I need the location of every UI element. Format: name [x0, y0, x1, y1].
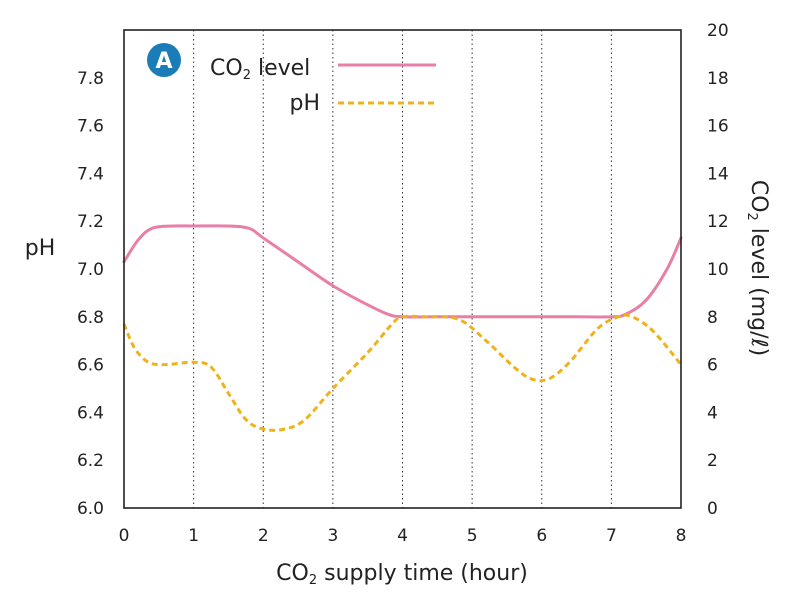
x-tick-label: 6: [536, 526, 547, 546]
y-left-tick-label: 6.6: [77, 356, 104, 376]
y-right-tick-label: 10: [707, 260, 729, 280]
y-left-axis-ticks: 6.0 6.2 6.4 6.6 6.8 7.0 7.2 7.4 7.6 7.8: [77, 69, 104, 519]
y-left-tick-label: 7.6: [77, 117, 104, 137]
badge-circle: [147, 43, 181, 77]
y-left-tick-label: 6.0: [77, 499, 104, 519]
y-left-axis-title: pH: [25, 236, 56, 261]
y-left-tick-label: 6.2: [77, 451, 104, 471]
series-layer: [122, 224, 683, 432]
plot-frame: [123, 29, 682, 509]
y-right-tick-label: 16: [707, 117, 729, 137]
legend: A CO2 level pH: [147, 43, 436, 116]
x-tick-label: 5: [467, 526, 478, 546]
y-left-tick-label: 7.2: [77, 212, 104, 232]
y-right-tick-label: 20: [707, 21, 729, 41]
x-tick-label: 8: [676, 526, 687, 546]
y-right-tick-label: 18: [707, 69, 729, 89]
y-right-axis-ticks: 0 2 4 6 8 10 12 14 16 18 20: [707, 21, 729, 519]
legend-label-ph: pH: [289, 91, 320, 116]
y-left-tick-label: 6.8: [77, 308, 104, 328]
series-line-co2-level: [122, 224, 683, 319]
y-right-tick-label: 8: [707, 308, 718, 328]
y-right-tick-label: 6: [707, 356, 718, 376]
y-right-tick-label: 0: [707, 499, 718, 519]
x-tick-label: 7: [606, 526, 617, 546]
y-left-tick-label: 7.4: [77, 164, 104, 184]
y-right-tick-label: 14: [707, 164, 729, 184]
grid-lines: [193, 30, 612, 508]
y-right-axis-title: CO2 level (mg/ℓ): [744, 180, 771, 356]
y-left-tick-label: 7.8: [77, 69, 104, 89]
y-right-tick-label: 12: [707, 212, 729, 232]
y-left-tick-label: 7.0: [77, 260, 104, 280]
badge-letter: A: [155, 49, 172, 74]
x-tick-label: 0: [119, 526, 130, 546]
x-tick-label: 2: [258, 526, 269, 546]
y-right-tick-label: 4: [707, 403, 718, 423]
x-tick-label: 1: [188, 526, 199, 546]
x-axis-ticks: 0 1 2 3 4 5 6 7 8: [119, 526, 687, 546]
y-right-tick-label: 2: [707, 451, 718, 471]
y-left-tick-label: 6.4: [77, 403, 104, 423]
x-axis-title: CO2 supply time (hour): [276, 561, 528, 588]
legend-label-co2: CO2 level: [210, 56, 310, 83]
x-tick-label: 4: [397, 526, 408, 546]
x-tick-label: 3: [327, 526, 338, 546]
